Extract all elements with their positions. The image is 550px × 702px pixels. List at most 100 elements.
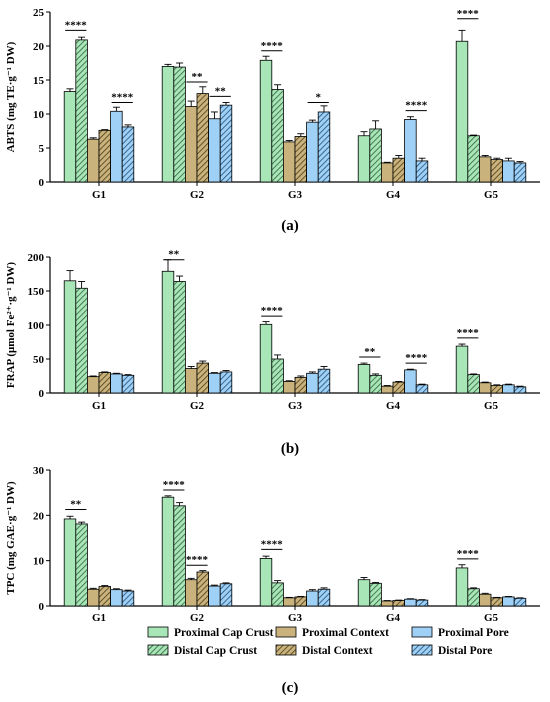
bar-proximal-cap-crust-g3 bbox=[259, 59, 273, 183]
bar-proximal-pore-g4 bbox=[404, 598, 417, 607]
x-tick-label-g1: G1 bbox=[92, 400, 106, 412]
bar-distal-context-g4 bbox=[392, 381, 406, 394]
bar-distal-context-g4 bbox=[392, 600, 406, 607]
x-tick-label-g3: G3 bbox=[288, 189, 303, 201]
x-tick-label-g1: G1 bbox=[92, 612, 106, 624]
y-tick-label: 0 bbox=[39, 388, 45, 400]
bar-distal-context-g1 bbox=[98, 586, 112, 607]
significance-label-7: **** bbox=[457, 8, 480, 20]
legend: Proximal Cap Crust Proximal Context Proxim… bbox=[147, 626, 509, 657]
bar-proximal-cap-crust-g4 bbox=[357, 364, 371, 394]
x-tick-label-g4: G4 bbox=[386, 400, 401, 412]
bar-distal-cap-crust-g5 bbox=[467, 374, 480, 394]
bar-distal-pore-g2 bbox=[219, 371, 233, 394]
y-tick-label: 50 bbox=[33, 354, 45, 366]
bar-distal-pore-g3 bbox=[317, 111, 331, 183]
y-axis-label: TPC (mg GAE·g⁻¹ DW) bbox=[5, 481, 17, 595]
bar-distal-pore-g5 bbox=[513, 386, 527, 394]
bar-proximal-pore-g5 bbox=[502, 384, 515, 394]
bar-distal-context-g1 bbox=[98, 129, 112, 183]
bar-proximal-context-g4 bbox=[380, 600, 394, 607]
bar-proximal-cap-crust-g2 bbox=[161, 270, 175, 394]
bar-proximal-context-g2 bbox=[184, 368, 198, 394]
bar-proximal-context-g3 bbox=[282, 381, 296, 394]
bar-proximal-pore-g4 bbox=[404, 369, 417, 394]
bar-proximal-pore-g1 bbox=[110, 110, 123, 183]
significance-label-1: **** bbox=[261, 305, 284, 317]
bar-distal-context-g5 bbox=[490, 385, 504, 394]
significance-label-0: ** bbox=[168, 249, 180, 261]
bar-distal-cap-crust-g2 bbox=[173, 281, 186, 394]
y-tick-label: 0 bbox=[39, 177, 45, 189]
significance-label-2: ** bbox=[364, 346, 376, 358]
bar-distal-pore-g1 bbox=[121, 374, 135, 394]
significance-label-2: ** bbox=[192, 71, 204, 83]
bar-proximal-context-g4 bbox=[380, 385, 394, 394]
x-tick-label-g5: G5 bbox=[484, 189, 499, 201]
legend-swatch-distal-pore bbox=[411, 644, 433, 656]
bar-distal-cap-crust-g1 bbox=[75, 287, 88, 394]
bar-distal-context-g3 bbox=[294, 376, 308, 394]
panel-label-a: (a) bbox=[281, 218, 299, 234]
x-tick-label-g2: G2 bbox=[190, 612, 205, 624]
bar-distal-context-g5 bbox=[490, 597, 504, 607]
bar-distal-pore-g2 bbox=[219, 104, 233, 183]
bar-distal-pore-g2 bbox=[219, 583, 233, 607]
y-axis-label: ABTS (mg TE·g⁻¹ DW) bbox=[5, 41, 17, 152]
panel-label-c: (c) bbox=[282, 680, 299, 696]
x-tick-label-g3: G3 bbox=[288, 400, 303, 412]
bar-proximal-pore-g5 bbox=[502, 596, 515, 607]
bar-distal-cap-crust-g2 bbox=[173, 66, 186, 183]
bar-proximal-context-g4 bbox=[380, 162, 394, 183]
bar-proximal-pore-g5 bbox=[502, 160, 515, 183]
bar-proximal-context-g5 bbox=[478, 156, 492, 183]
x-tick-label-g4: G4 bbox=[386, 612, 401, 624]
bar-distal-cap-crust-g5 bbox=[467, 588, 480, 607]
bar-distal-context-g5 bbox=[490, 159, 504, 183]
panel-label-b: (b) bbox=[281, 441, 299, 457]
significance-label-3: **** bbox=[261, 538, 284, 550]
bar-proximal-cap-crust-g3 bbox=[259, 558, 273, 607]
x-tick-label-g5: G5 bbox=[484, 612, 499, 624]
significance-label-4: **** bbox=[261, 40, 284, 52]
bar-distal-cap-crust-g4 bbox=[369, 582, 382, 607]
y-tick-label: 5 bbox=[39, 143, 45, 155]
bar-distal-pore-g5 bbox=[513, 162, 527, 183]
bar-proximal-pore-g3 bbox=[306, 590, 319, 607]
bar-proximal-context-g5 bbox=[478, 593, 492, 607]
legend-label-distal-pore: Distal Pore bbox=[438, 645, 492, 657]
bar-proximal-context-g2 bbox=[184, 579, 198, 607]
bar-distal-cap-crust-g1 bbox=[75, 39, 88, 183]
bar-proximal-context-g2 bbox=[184, 106, 198, 183]
significance-label-5: * bbox=[315, 91, 321, 103]
bar-proximal-context-g3 bbox=[282, 597, 296, 607]
bar-distal-context-g1 bbox=[98, 372, 112, 394]
legend-label-proximal-pore: Proximal Pore bbox=[438, 627, 509, 639]
significance-label-0: ** bbox=[70, 498, 82, 510]
bar-distal-pore-g3 bbox=[317, 588, 331, 607]
bar-proximal-cap-crust-g1 bbox=[63, 91, 77, 183]
y-tick-label: 20 bbox=[33, 510, 45, 522]
bar-distal-pore-g4 bbox=[415, 384, 429, 394]
legend-swatch-distal-context bbox=[275, 644, 297, 656]
x-tick-label-g2: G2 bbox=[190, 400, 205, 412]
significance-label-4: **** bbox=[457, 548, 480, 560]
bar-distal-cap-crust-g3 bbox=[271, 89, 284, 183]
bar-distal-context-g3 bbox=[294, 596, 308, 607]
bar-distal-pore-g1 bbox=[121, 590, 135, 607]
y-tick-label: 30 bbox=[33, 465, 45, 477]
chart-abts: 0 5 10 15 20 25 ABTS (mg TE·g⁻¹ DW) G1 G2 G3 G4 G5 *… bbox=[5, 7, 540, 201]
legend-label-distal-context: Distal Context bbox=[302, 645, 373, 657]
bar-proximal-pore-g1 bbox=[110, 589, 123, 607]
significance-label-2: **** bbox=[186, 554, 209, 566]
bar-distal-context-g4 bbox=[392, 157, 406, 183]
bar-distal-pore-g4 bbox=[415, 599, 429, 607]
bar-proximal-pore-g1 bbox=[110, 373, 123, 394]
bar-distal-cap-crust-g4 bbox=[369, 374, 382, 394]
legend-swatch-proximal-context bbox=[275, 626, 297, 638]
significance-label-1: **** bbox=[111, 91, 134, 103]
bar-distal-pore-g5 bbox=[513, 597, 527, 607]
bar-proximal-cap-crust-g4 bbox=[357, 135, 371, 183]
x-tick-label-g3: G3 bbox=[288, 612, 303, 624]
legend-label-distal-cap-crust: Distal Cap Crust bbox=[174, 645, 257, 657]
